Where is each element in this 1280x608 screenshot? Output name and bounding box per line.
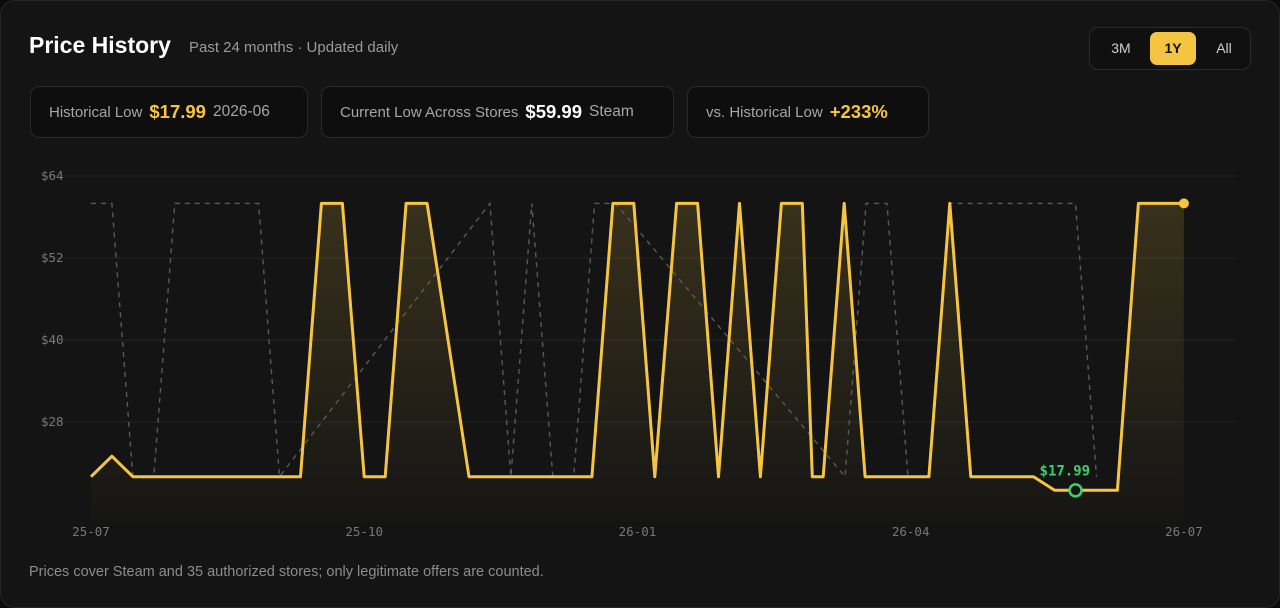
vs-low-value: +233% [829, 101, 888, 122]
range-1y-button[interactable]: 1Y [1150, 32, 1196, 65]
x-tick-label: 26-07 [1165, 524, 1203, 539]
lowest-price-line [89, 201, 1184, 492]
historical-low-label: Historical Low [49, 103, 143, 121]
current-low-value: $59.99 [525, 101, 582, 122]
y-tick-label: $28 [41, 414, 64, 429]
x-tick-label: 26-01 [619, 524, 657, 539]
footer-note: Prices cover Steam and 35 authorized sto… [29, 564, 544, 580]
historical-low-date: 2026-06 [212, 103, 270, 120]
range-3m-button[interactable]: 3M [1111, 40, 1131, 56]
price-area-fill [91, 203, 1184, 521]
historical-low-marker [1068, 483, 1083, 498]
price-chart: $17.99 $28 $40 $52 $64 25-07 25-10 26-01 26-04 2… [41, 168, 1236, 539]
x-tick-label: 25-10 [345, 524, 383, 539]
x-tick-label: 26-04 [892, 524, 930, 539]
y-tick-label: $64 [41, 168, 64, 183]
current-low-store: Steam [589, 103, 634, 120]
historical-low-card: Historical Low $17.99 2026-06 [30, 86, 308, 138]
current-low-card: Current Low Across Stores $59.99 Steam [321, 86, 674, 138]
page-title: Price History [29, 32, 171, 58]
range-selector: 3M 1Y All [1089, 27, 1251, 70]
historical-low-value: $17.99 [149, 101, 206, 122]
y-tick-label: $52 [41, 250, 64, 265]
y-tick-label: $40 [41, 332, 64, 347]
page-subtitle: Past 24 months · Updated daily [189, 39, 399, 56]
current-price-point [1178, 198, 1189, 209]
historical-low-annotation: $17.99 [1040, 463, 1091, 479]
current-low-label: Current Low Across Stores [340, 103, 519, 121]
vs-low-card: vs. Historical Low +233% [687, 86, 929, 138]
range-all-button[interactable]: All [1216, 40, 1232, 56]
x-tick-label: 25-07 [72, 524, 110, 539]
vs-low-label: vs. Historical Low [706, 103, 823, 121]
